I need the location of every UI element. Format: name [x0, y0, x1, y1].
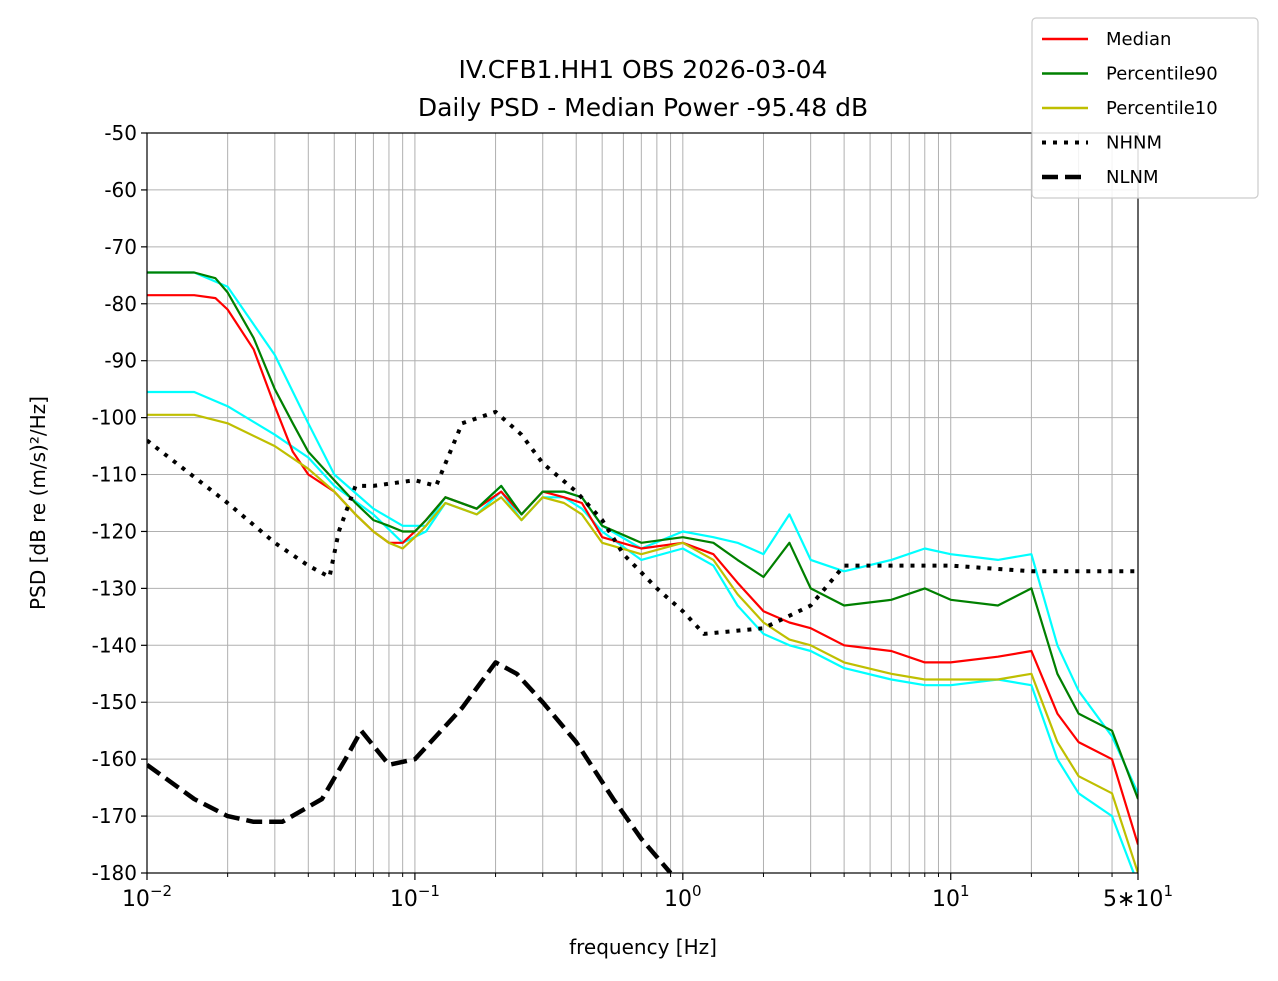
plot-frame — [146, 132, 1139, 874]
series-line-nhnm — [147, 409, 1138, 636]
x-tick-label: 5∗101 — [1103, 882, 1173, 912]
y-tick-label: -130 — [92, 576, 137, 600]
legend-label: Percentile90 — [1106, 64, 1218, 85]
y-axis: -50 -60 -70 -80 -90 -100 -110 -120 -130 -140 -150 -… — [92, 121, 147, 885]
y-tick-label: -80 — [104, 292, 137, 316]
y-tick-label: -70 — [104, 235, 137, 259]
legend-label: NLNM — [1106, 167, 1159, 188]
x-tick-label: 100 — [664, 882, 702, 912]
series-line-bound — [147, 271, 1138, 794]
legend: Median Percentile90 Percentile10 NHNM NLNM — [1031, 17, 1259, 199]
y-tick-label: -150 — [92, 690, 137, 714]
series-layer — [147, 271, 1138, 873]
y-tick-label: -170 — [92, 804, 137, 828]
y-tick-label: -100 — [92, 406, 137, 430]
legend-label: NHNM — [1106, 133, 1162, 154]
y-tick-label: -60 — [104, 178, 137, 202]
x-axis-label: frequency [Hz] — [569, 935, 717, 959]
y-tick-label: -50 — [104, 121, 137, 145]
x-axis: 10−2 10−1 100 101 5∗101 — [122, 873, 1173, 912]
y-tick-label: -90 — [104, 349, 137, 373]
chart-subtitle: Daily PSD - Median Power -95.48 dB — [418, 93, 868, 122]
x-tick-label: 101 — [932, 882, 970, 912]
series-line-percentile90 — [147, 271, 1138, 800]
y-tick-label: -140 — [92, 633, 137, 657]
y-tick-label: -110 — [92, 463, 137, 487]
series-line-bound — [147, 390, 1135, 873]
legend-label: Median — [1106, 29, 1171, 50]
legend-box — [1031, 17, 1259, 199]
x-tick-label: 10−2 — [122, 882, 172, 912]
chart-title: IV.CFB1.HH1 OBS 2026-03-04 — [459, 55, 828, 84]
series-line-percentile10 — [147, 413, 1138, 873]
y-axis-label: PSD [dB re (m/s)²/Hz] — [26, 396, 50, 610]
y-tick-label: -160 — [92, 747, 137, 771]
legend-label: Percentile10 — [1106, 98, 1218, 119]
x-tick-label: 10−1 — [390, 882, 440, 912]
series-line-nlnm — [147, 660, 673, 873]
grid-lines — [146, 132, 1139, 874]
y-tick-label: -180 — [92, 861, 137, 885]
y-tick-label: -120 — [92, 519, 137, 543]
